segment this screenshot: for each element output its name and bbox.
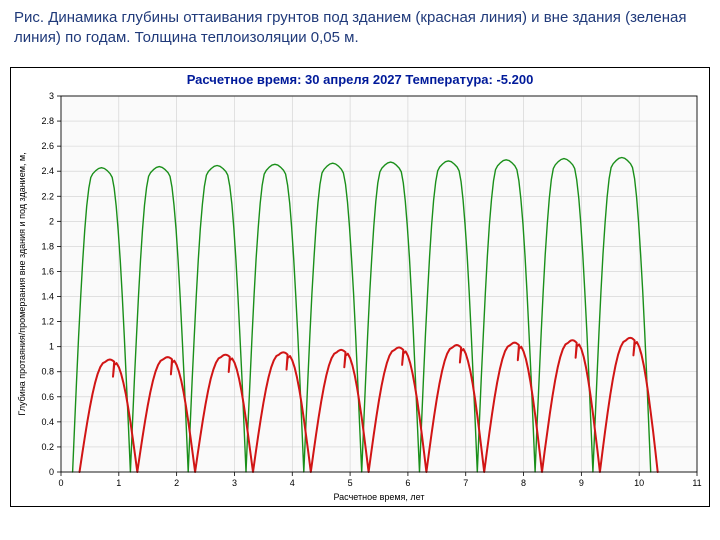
figure-caption: Рис. Динамика глубины оттаивания грунтов…: [0, 0, 720, 49]
svg-text:Глубина протаяния/промерзания: Глубина протаяния/промерзания вне здания…: [17, 152, 27, 415]
chart-container: Расчетное время: 30 апреля 2027 Температ…: [10, 67, 710, 507]
svg-text:3: 3: [232, 478, 237, 488]
chart-title: Расчетное время: 30 апреля 2027 Температ…: [11, 72, 709, 87]
svg-text:5: 5: [348, 478, 353, 488]
svg-text:2.8: 2.8: [41, 116, 54, 126]
svg-text:0.2: 0.2: [41, 441, 54, 451]
svg-text:2.2: 2.2: [41, 191, 54, 201]
svg-text:1: 1: [49, 341, 54, 351]
svg-text:1.4: 1.4: [41, 291, 54, 301]
svg-text:1: 1: [116, 478, 121, 488]
svg-text:7: 7: [463, 478, 468, 488]
svg-text:0.6: 0.6: [41, 391, 54, 401]
svg-text:1.8: 1.8: [41, 241, 54, 251]
svg-text:0.4: 0.4: [41, 416, 54, 426]
svg-text:Расчетное время, лет: Расчетное время, лет: [333, 492, 424, 502]
svg-text:10: 10: [634, 478, 644, 488]
svg-text:0: 0: [49, 467, 54, 477]
svg-text:2.6: 2.6: [41, 141, 54, 151]
svg-text:1.2: 1.2: [41, 316, 54, 326]
chart-svg: 0 1 2 3 4 5 6 7 8 9 10 11 0 0.2 0.4 0.6 0.8 1 1.2 1.4 1.6 1.8…: [11, 68, 709, 506]
svg-text:8: 8: [521, 478, 526, 488]
svg-text:6: 6: [405, 478, 410, 488]
svg-text:4: 4: [290, 478, 295, 488]
svg-text:0: 0: [58, 478, 63, 488]
svg-text:2: 2: [49, 216, 54, 226]
svg-text:2: 2: [174, 478, 179, 488]
svg-text:11: 11: [692, 478, 701, 488]
svg-text:1.6: 1.6: [41, 266, 54, 276]
svg-text:2.4: 2.4: [41, 166, 54, 176]
svg-text:9: 9: [579, 478, 584, 488]
svg-text:0.8: 0.8: [41, 366, 54, 376]
svg-text:3: 3: [49, 91, 54, 101]
